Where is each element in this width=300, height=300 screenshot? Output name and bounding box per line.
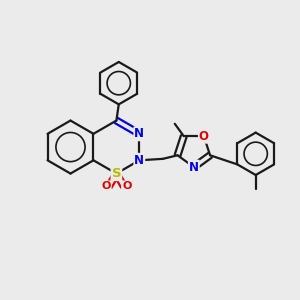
Text: O: O [101,181,111,191]
Text: O: O [199,130,209,143]
Text: O: O [122,181,131,191]
Text: N: N [189,160,199,174]
Text: N: N [134,127,144,140]
Text: N: N [134,154,144,167]
Text: S: S [112,167,121,180]
